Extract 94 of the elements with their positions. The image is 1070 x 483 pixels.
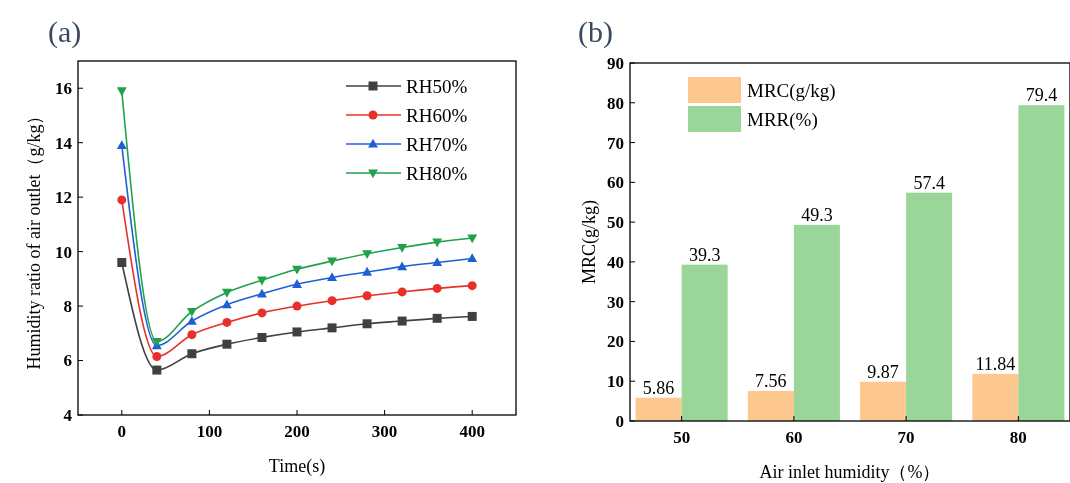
y-tick-label: 16 xyxy=(55,79,72,99)
data-label: 11.84 xyxy=(975,353,1016,374)
point xyxy=(467,234,478,244)
point xyxy=(467,281,477,291)
point xyxy=(397,287,407,297)
point xyxy=(116,140,127,150)
bar xyxy=(972,373,1019,421)
point xyxy=(257,332,267,342)
y-tick-label: 20 xyxy=(607,332,624,352)
bar xyxy=(860,381,907,421)
point xyxy=(222,317,232,327)
data-label: 49.3 xyxy=(801,204,833,225)
point xyxy=(292,265,302,275)
y-tick-label: 12 xyxy=(55,188,72,208)
y-axis-title: MRC(g/kg) xyxy=(579,199,600,285)
point xyxy=(397,261,408,271)
point xyxy=(362,319,372,329)
point xyxy=(362,250,373,259)
point xyxy=(397,316,407,326)
point xyxy=(152,351,162,361)
bar xyxy=(1018,105,1065,421)
point xyxy=(221,299,232,309)
point xyxy=(467,311,477,321)
y-tick-label: 90 xyxy=(607,53,624,73)
y-tick-label: 50 xyxy=(607,213,624,233)
x-tick-label: 300 xyxy=(371,422,398,441)
bar xyxy=(906,192,953,421)
point xyxy=(222,339,232,349)
data-label: 5.86 xyxy=(642,377,675,398)
x-tick-label: 50 xyxy=(673,428,691,447)
legend-label: RH70% xyxy=(406,133,468,155)
point xyxy=(327,272,337,282)
point xyxy=(292,301,302,311)
x-axis-title: Time(s) xyxy=(268,456,326,477)
point xyxy=(116,87,127,97)
point xyxy=(221,288,232,298)
point xyxy=(257,308,267,318)
point xyxy=(117,195,127,205)
y-tick-label: 30 xyxy=(607,292,624,312)
point xyxy=(187,349,197,359)
point xyxy=(292,279,302,288)
point xyxy=(327,296,337,306)
x-tick-label: 100 xyxy=(196,422,223,441)
x-tick-label: 400 xyxy=(459,422,485,441)
point xyxy=(117,258,127,268)
data-label: 39.3 xyxy=(688,244,721,265)
y-tick-label: 80 xyxy=(607,93,624,113)
y-tick-label: 6 xyxy=(63,351,72,371)
y-tick-label: 40 xyxy=(607,252,624,272)
point xyxy=(362,266,373,276)
legend-label: MRC(g/kg) xyxy=(747,79,836,102)
y-tick-label: 10 xyxy=(55,242,72,262)
y-tick-label: 60 xyxy=(607,173,624,193)
point xyxy=(186,315,197,325)
point xyxy=(187,330,197,340)
y-tick-label: 8 xyxy=(63,297,72,317)
bar xyxy=(747,390,794,421)
point xyxy=(432,313,442,323)
x-tick-label: 0 xyxy=(117,422,127,441)
legend-label: RH60% xyxy=(406,104,468,126)
legend-label: MRR(%) xyxy=(747,108,818,131)
legend-label: RH50% xyxy=(406,75,468,97)
chart-title: (b) xyxy=(578,15,613,49)
point xyxy=(257,276,267,286)
chart-title: (a) xyxy=(48,15,82,49)
bar xyxy=(681,264,728,421)
legend-label: RH80% xyxy=(406,162,468,184)
data-label: 57.4 xyxy=(913,172,945,193)
point xyxy=(432,283,442,293)
bar xyxy=(793,224,840,421)
y-axis-title: Humidity ratio of air outlet（g/kg） xyxy=(24,106,44,370)
point xyxy=(362,291,372,301)
x-axis-title: Air inlet humidity（%） xyxy=(759,462,941,482)
point xyxy=(467,253,478,263)
y-tick-label: 70 xyxy=(607,133,624,153)
point xyxy=(327,323,337,333)
point xyxy=(186,307,197,317)
point xyxy=(397,243,408,253)
point xyxy=(257,288,267,298)
x-tick-label: 200 xyxy=(284,422,310,441)
data-label: 7.56 xyxy=(755,370,787,391)
point xyxy=(152,365,162,375)
x-tick-label: 60 xyxy=(785,428,803,447)
y-tick-label: 10 xyxy=(607,372,624,392)
data-label: 9.87 xyxy=(867,361,899,382)
y-tick-label: 4 xyxy=(63,405,73,425)
data-label: 79.4 xyxy=(1025,85,1058,106)
x-tick-label: 80 xyxy=(1009,428,1027,447)
bar xyxy=(635,397,682,421)
x-tick-label: 70 xyxy=(897,428,915,447)
point xyxy=(292,327,302,337)
point xyxy=(432,257,443,267)
point xyxy=(432,238,443,248)
y-tick-label: 14 xyxy=(55,133,73,153)
